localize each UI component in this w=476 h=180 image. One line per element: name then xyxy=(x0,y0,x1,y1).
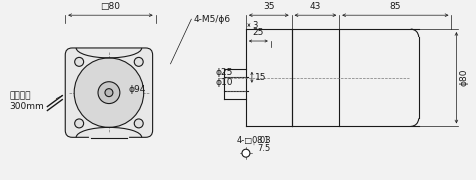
Text: 4-M5/ϕ6: 4-M5/ϕ6 xyxy=(193,15,230,24)
Text: 7.5: 7.5 xyxy=(257,144,270,153)
Circle shape xyxy=(242,149,250,157)
Text: 15: 15 xyxy=(255,73,267,82)
Circle shape xyxy=(98,82,120,103)
Text: ϕ80: ϕ80 xyxy=(459,69,468,87)
Text: 300mm: 300mm xyxy=(10,102,44,111)
Text: 43: 43 xyxy=(310,2,321,11)
Text: ϕ94: ϕ94 xyxy=(129,85,146,94)
Circle shape xyxy=(75,119,84,128)
Circle shape xyxy=(74,58,144,127)
Text: 3: 3 xyxy=(252,21,257,30)
Circle shape xyxy=(105,89,113,97)
Circle shape xyxy=(134,57,143,66)
Circle shape xyxy=(75,57,84,66)
Text: 电机导线: 电机导线 xyxy=(10,91,31,100)
Text: 85: 85 xyxy=(389,2,401,11)
Text: 25: 25 xyxy=(253,28,264,37)
Text: ϕ25: ϕ25 xyxy=(216,68,233,77)
Text: 8.1: 8.1 xyxy=(257,136,270,145)
FancyBboxPatch shape xyxy=(65,48,153,137)
Text: ϕ10: ϕ10 xyxy=(216,78,233,87)
Text: □80: □80 xyxy=(100,2,120,11)
Text: 4-□0.03: 4-□0.03 xyxy=(237,136,272,145)
Circle shape xyxy=(134,119,143,128)
Text: 35: 35 xyxy=(263,2,275,11)
